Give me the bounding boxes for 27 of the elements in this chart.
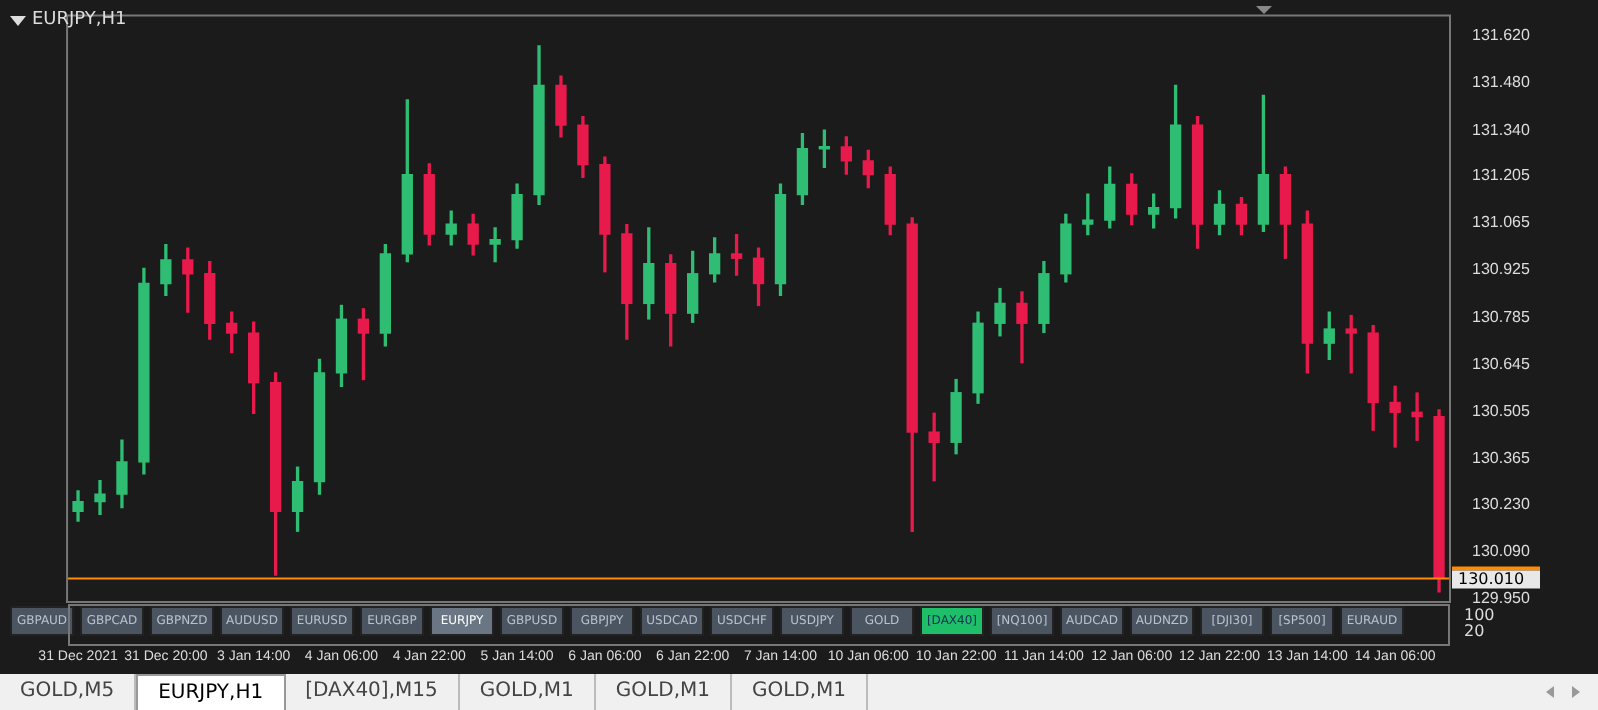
- y-tick-label: 131.205: [1472, 166, 1531, 185]
- y-tick-label: 129.950: [1472, 589, 1531, 608]
- candlestick: [928, 412, 940, 482]
- y-tick-label: 131.480: [1472, 73, 1531, 92]
- y-tick-label: 131.620: [1472, 26, 1531, 45]
- y-tick-label: 130.090: [1472, 541, 1531, 560]
- text: 20: [1463, 622, 1485, 640]
- y-tick-label: 131.340: [1472, 120, 1531, 139]
- y-tick-label: 130.505: [1472, 401, 1531, 420]
- y-tick-label: 131.065: [1472, 213, 1531, 232]
- text: [DAX40],M15: [285, 674, 460, 710]
- y-tick-label: 130.925: [1472, 260, 1531, 279]
- y-tick-label: 130.365: [1472, 449, 1531, 468]
- candlestick: [489, 227, 501, 263]
- text: GOLD,M1: [459, 674, 596, 710]
- candlestick: [1411, 392, 1423, 441]
- candlestick: [94, 480, 106, 516]
- text: GOLD,M5: [0, 674, 137, 710]
- text: 100: [1463, 606, 1495, 624]
- ref-line-label: 130.010: [1458, 569, 1525, 588]
- candlestick: [1389, 385, 1401, 448]
- chart-title: EURJPY,H1: [32, 10, 127, 30]
- text: GOLD,M1: [731, 674, 869, 710]
- y-tick-label: 130.645: [1472, 354, 1531, 373]
- y-tick-label: 130.785: [1472, 307, 1531, 326]
- text: GOLD,M1: [595, 674, 732, 710]
- y-tick-label: 130.230: [1472, 494, 1531, 513]
